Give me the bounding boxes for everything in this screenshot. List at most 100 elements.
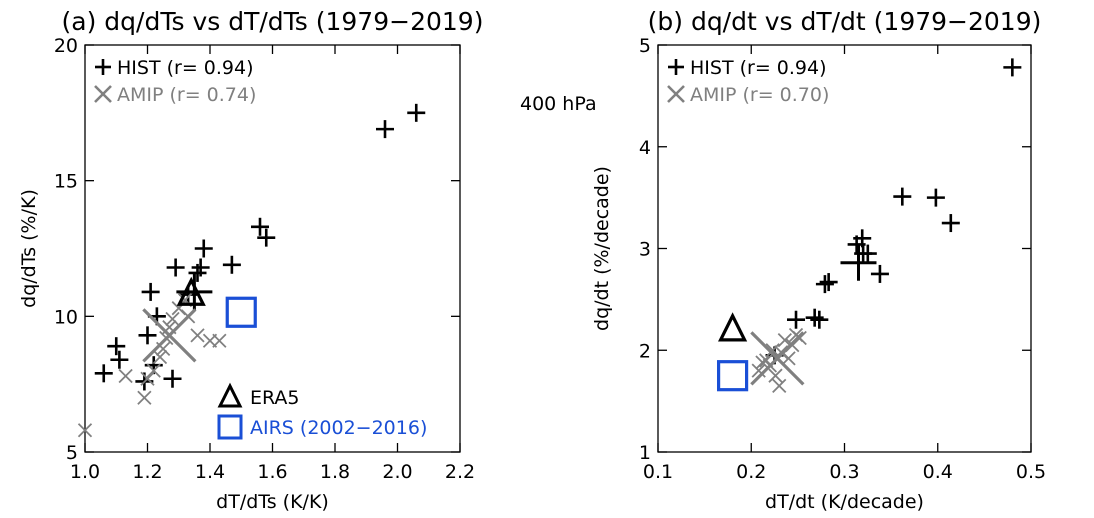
data-point-x	[765, 343, 780, 358]
data-point-plus	[110, 350, 129, 369]
x-tick-label: 1.0	[70, 461, 100, 483]
legend: HIST (r= 0.94) AMIP (r= 0.70)	[667, 57, 829, 106]
data-point-triangle	[176, 276, 206, 306]
data-point-x	[77, 423, 93, 438]
y-axis-label: dq/dt (%/decade)	[591, 166, 613, 331]
x-axis-label: dT/dt (K/decade)	[765, 491, 924, 513]
data-point-plus	[163, 369, 182, 388]
data-point-x-large-d2	[750, 331, 805, 386]
data-point-x	[152, 349, 168, 365]
level-label: 400 hPa	[520, 93, 597, 115]
data-point-x	[768, 368, 783, 383]
y-tick-label: 5	[639, 35, 651, 57]
y-tick-label: 2	[639, 340, 651, 362]
data-point-x	[118, 368, 133, 384]
data-point-x-d2	[755, 355, 770, 370]
x-tick-label: 1.4	[195, 461, 225, 483]
data-point-plus	[94, 364, 113, 383]
panel-a: 1.0 1.2 1.4 1.6 1.8 2.0 2.2 5 10 15 20(a) dq/dTs v…	[18, 7, 483, 513]
y-tick-label: 5	[66, 442, 78, 464]
x-tick-label: 0.2	[736, 461, 766, 483]
y-tick-label: 10	[54, 306, 78, 328]
x-tick-label: 2.0	[382, 461, 412, 483]
data-point-x-d2	[140, 371, 155, 386]
legend-label: AMIP (r= 0.74)	[117, 84, 256, 106]
legend-marker-triangle	[217, 382, 243, 408]
data-point-x-d2	[146, 363, 161, 378]
data-point-plus	[407, 103, 426, 122]
y-tick-label: 20	[54, 35, 78, 57]
data-point-plus	[222, 255, 241, 274]
data-point-x-d2	[777, 332, 792, 348]
data-point-plus-large	[840, 244, 877, 281]
data-point-plus	[926, 188, 945, 207]
data-point-x	[772, 378, 787, 393]
chart-title: (b) dq/dt vs dT/dt (1979−2019)	[648, 7, 1042, 36]
data-point-plus	[853, 229, 872, 248]
legend-label: AMIP (r= 0.70)	[690, 84, 829, 106]
data-point-plus	[257, 228, 276, 247]
legend-marker-x	[94, 85, 112, 103]
data-point-plus	[1003, 58, 1022, 77]
data-point-triangle-shape	[176, 276, 206, 306]
plot-frame	[657, 44, 1032, 453]
data-point-x-large-d2	[142, 308, 197, 363]
data-point-plus	[805, 308, 824, 327]
legend-marker-d2	[94, 85, 112, 103]
data-point-x-d2	[765, 343, 780, 358]
data-point-x-d2	[781, 351, 796, 366]
legend-marker-plus	[668, 59, 684, 75]
legend-label: ERA5	[250, 387, 300, 409]
y-tick-label: 1	[639, 442, 651, 464]
data-point-plus	[166, 258, 185, 277]
legend-label: AIRS (2002−2016)	[250, 417, 427, 439]
legend-marker-plus	[95, 59, 111, 75]
legend-reference: ERA5 AIRS (2002−2016)	[217, 382, 427, 440]
x-tick-label: 0.1	[643, 461, 673, 483]
data-point-square-shape	[225, 296, 257, 328]
data-point-plus	[191, 258, 210, 277]
data-point-x-d2	[152, 349, 168, 365]
data-point-x	[140, 371, 155, 386]
data-point-x-large	[750, 331, 805, 386]
data-point-x	[146, 363, 161, 378]
data-point-x-d2	[165, 311, 180, 327]
x-tick-label: 0.3	[829, 461, 859, 483]
data-point-x	[137, 390, 152, 405]
data-point-plus	[138, 326, 157, 345]
data-point-x-d2	[190, 328, 205, 343]
data-point-x-d2	[118, 368, 133, 384]
x-tick-label: 1.6	[257, 461, 287, 483]
data-point-x-d2	[772, 378, 787, 393]
data-point-triangle	[718, 312, 748, 342]
series-group	[77, 103, 426, 438]
data-point-plus	[810, 310, 829, 329]
series-group	[716, 58, 1022, 393]
data-point-plus	[787, 310, 806, 329]
x-tick-label: 0.4	[923, 461, 953, 483]
data-point-plus	[251, 217, 269, 236]
legend-marker-d2	[667, 85, 685, 103]
data-point-x-d2	[137, 390, 152, 405]
data-point-plus	[858, 244, 877, 263]
data-point-plus	[893, 187, 912, 206]
y-axis-label: dq/dTs (%/K)	[18, 189, 40, 308]
legend: HIST (r= 0.94) AMIP (r= 0.74)	[94, 57, 256, 106]
chart-title: (a) dq/dTs vs dT/dTs (1979−2019)	[62, 7, 484, 36]
data-point-plus	[107, 337, 126, 356]
data-point-x	[165, 311, 180, 327]
data-point-x-d2	[212, 333, 227, 348]
y-tick-label: 3	[639, 239, 651, 261]
y-tick-label: 15	[54, 171, 78, 193]
data-point-x-d2	[751, 363, 766, 378]
x-tick-label: 0.5	[1016, 461, 1046, 483]
data-point-x-d2	[768, 368, 783, 383]
legend-marker-x	[667, 85, 685, 103]
data-point-square	[716, 360, 749, 392]
data-point-plus	[141, 282, 160, 301]
data-point-plus	[819, 273, 838, 292]
legend-label: HIST (r= 0.94)	[690, 57, 827, 79]
data-point-plus	[815, 275, 834, 294]
data-point-plus	[870, 264, 889, 283]
